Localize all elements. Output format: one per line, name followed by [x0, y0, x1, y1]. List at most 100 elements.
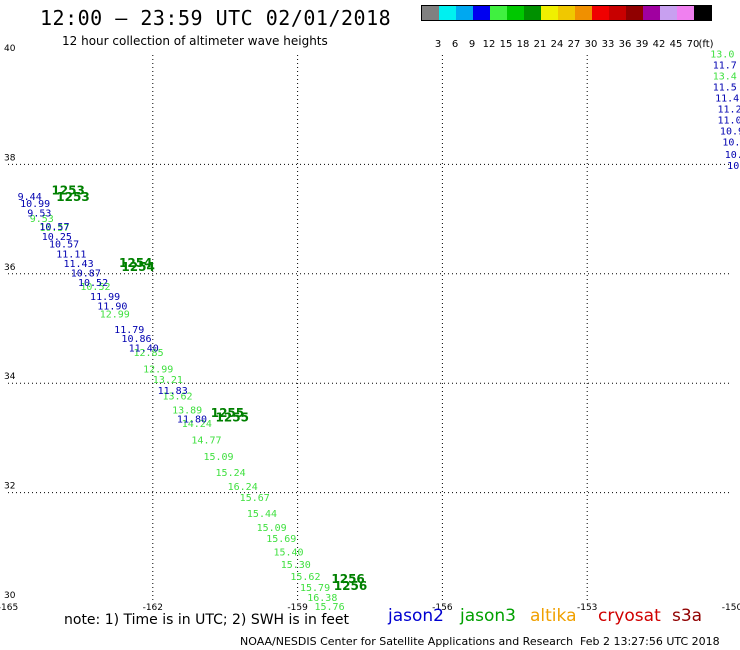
legend-swatches — [421, 5, 712, 21]
jason2-wave-height: 11.90 — [97, 301, 127, 312]
jason3-wave-height: 13.89 — [172, 405, 202, 416]
pass-number-label: 1254 — [119, 256, 152, 270]
map-title: 12:00 — 23:59 UTC 02/01/2018 — [40, 6, 392, 30]
legend-tick-label: 18 — [516, 39, 530, 50]
satellite-s3a: s3a — [672, 606, 703, 626]
y-tick-label: 40 — [4, 44, 16, 54]
satellite-jason2: jason2 — [388, 606, 444, 626]
legend-tick-label: 39 — [635, 39, 649, 50]
y-tick-label: 34 — [4, 372, 16, 382]
credit-line: NOAA/NESDIS Center for Satellite Applica… — [240, 635, 574, 648]
jason2-wave-height: 11.83 — [158, 386, 188, 397]
legend-swatch — [694, 6, 711, 20]
legend-swatch — [473, 6, 490, 20]
generated-timestamp: Feb 2 13:27:56 UTC 2018 — [580, 635, 720, 648]
legend-tick-label: 45 — [669, 39, 683, 50]
y-tick-label: 32 — [4, 482, 15, 492]
x-tick-label: -165 — [0, 603, 18, 613]
jason3-wave-height: 10.57 — [39, 223, 69, 234]
jason3-wave-height: 15.76 — [314, 602, 344, 613]
legend-swatch — [592, 6, 609, 20]
legend-swatch — [541, 6, 558, 20]
jason3-wave-height: 15.40 — [273, 548, 303, 559]
legend-swatch — [524, 6, 541, 20]
legend-tick-label: 70 — [686, 39, 700, 50]
jason3-wave-height: 13.21 — [153, 375, 183, 386]
jason2-wave-height: 11.80 — [177, 415, 207, 426]
jason3-wave-height: 9.53 — [30, 214, 54, 225]
pass-number-label: 1255 — [211, 406, 244, 420]
pass-number-label: 1253 — [56, 190, 89, 204]
edge-wave-height: 11.5 — [713, 83, 737, 94]
legend-tick-label: 33 — [601, 39, 615, 50]
edge-wave-height: 11.7 — [713, 61, 737, 72]
legend-tick-label: 24 — [550, 39, 564, 50]
legend-swatch — [422, 6, 439, 20]
legend-swatch — [677, 6, 694, 20]
pass-number-label: 1255 — [216, 410, 249, 424]
x-tick-label: -162 — [143, 603, 163, 613]
edge-wave-height: 10 — [727, 161, 739, 172]
jason2-wave-height: 11.11 — [56, 249, 86, 260]
x-tick-label: -159 — [287, 603, 308, 613]
jason3-wave-height: 16.24 — [228, 482, 258, 493]
map-subtitle: 12 hour collection of altimeter wave hei… — [62, 34, 328, 48]
x-tick-label: -156 — [432, 603, 453, 613]
jason3-wave-height: 15.09 — [203, 452, 233, 463]
satellite-jason3: jason3 — [460, 606, 516, 626]
jason2-wave-height: 10.25 — [42, 232, 72, 243]
legend-tick-label: 15 — [499, 39, 513, 50]
edge-wave-height: 13.4 — [713, 72, 737, 83]
y-tick-label: 36 — [4, 263, 16, 273]
legend-swatch — [609, 6, 626, 20]
jason2-wave-height: 11.40 — [129, 343, 159, 354]
legend-swatch — [439, 6, 456, 20]
edge-wave-height: 11.2 — [718, 104, 740, 115]
jason3-wave-height: 15.24 — [216, 468, 246, 479]
legend-tick-label: 36 — [618, 39, 632, 50]
y-tick-label: 30 — [4, 591, 16, 601]
jason2-wave-height: 11.99 — [90, 292, 120, 303]
legend-tick-label: 42 — [652, 39, 666, 50]
jason3-wave-height: 12.99 — [143, 364, 173, 375]
jason3-wave-height: 15.67 — [240, 493, 270, 504]
legend-tick-label: 30 — [584, 39, 598, 50]
edge-wave-height: 11.4 — [715, 93, 739, 104]
legend-swatch — [575, 6, 592, 20]
jason3-wave-height: 12.85 — [133, 348, 163, 359]
edge-wave-height: 13.0 — [710, 50, 734, 61]
jason3-wave-height: 15.09 — [257, 523, 287, 534]
legend-swatch — [643, 6, 660, 20]
jason3-wave-height: 16.38 — [307, 593, 337, 604]
pass-number-label: 1256 — [334, 579, 367, 593]
legend-swatch — [507, 6, 524, 20]
legend-unit: (ft) — [698, 39, 714, 50]
legend-tick-label: 21 — [533, 39, 547, 50]
legend-tick-label: 3 — [434, 39, 442, 50]
jason2-wave-height: 11.79 — [114, 325, 144, 336]
jason2-wave-height: 10.99 — [20, 199, 50, 210]
jason2-wave-height: 10.86 — [121, 334, 151, 345]
jason3-wave-height: 15.30 — [281, 560, 311, 571]
jason3-wave-height: 15.69 — [266, 534, 296, 545]
x-tick-label: -150 — [722, 603, 740, 613]
x-tick-label: -153 — [577, 603, 597, 613]
jason3-wave-height: 15.79 — [300, 583, 330, 594]
pass-number-label: 1253 — [51, 183, 84, 197]
legend-swatch — [660, 6, 677, 20]
jason3-wave-height: 14.24 — [182, 419, 212, 430]
legend-swatch — [558, 6, 575, 20]
jason3-wave-height: 15.44 — [247, 509, 277, 520]
jason2-wave-height: 10.57 — [49, 240, 79, 251]
jason2-wave-height: 10.57 — [39, 222, 69, 233]
edge-wave-height: 11.0 — [718, 115, 740, 126]
edge-wave-height: 10.9 — [720, 126, 740, 137]
footer-note: note: 1) Time is in UTC; 2) SWH is in fe… — [64, 612, 350, 628]
satellite-cryosat: cryosat — [598, 606, 661, 626]
jason3-wave-height: 12.99 — [100, 310, 130, 321]
jason3-wave-height: 10.52 — [80, 282, 110, 293]
edge-wave-height: 10.7 — [722, 137, 740, 148]
satellite-altika: altika — [530, 606, 577, 626]
edge-wave-height: 10.5 — [725, 150, 740, 161]
